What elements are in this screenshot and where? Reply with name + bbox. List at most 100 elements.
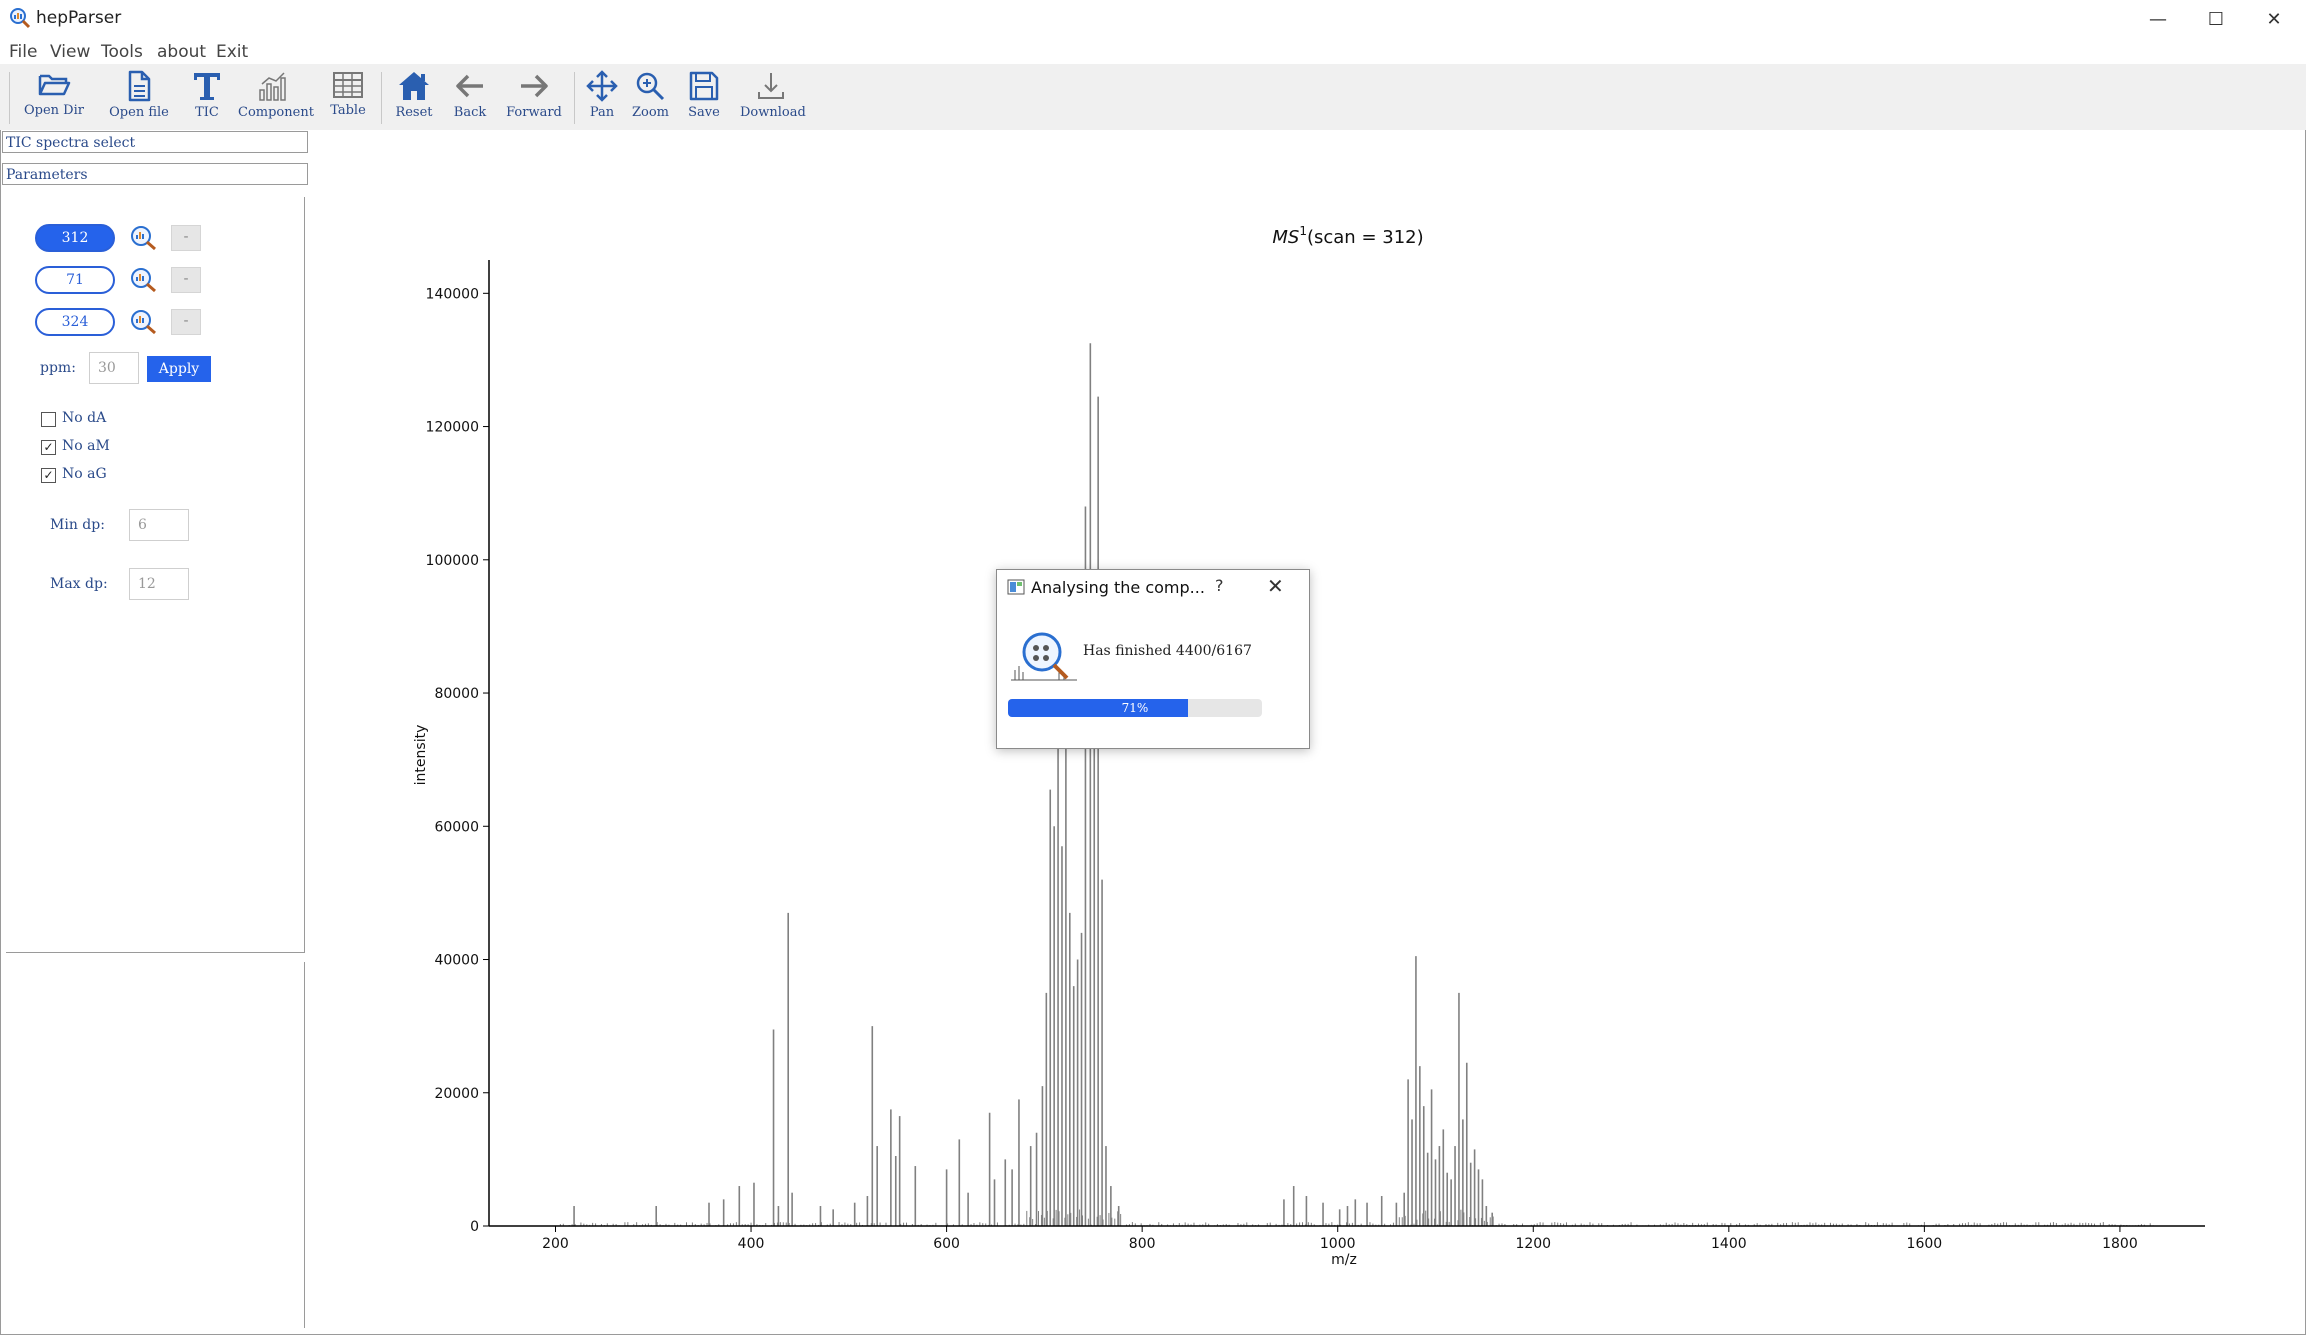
toolbar-separator: [381, 72, 382, 124]
toolbar-label: Back: [453, 105, 487, 120]
save-button[interactable]: Save: [686, 70, 722, 120]
toolbar-label: Save: [688, 105, 720, 120]
forward-button[interactable]: Forward: [506, 70, 562, 120]
table-icon: [333, 72, 363, 98]
x-tick-label: 1000: [1320, 1236, 1356, 1252]
noise-series: [559, 1209, 2157, 1226]
menu-bar: File View Tools about Exit: [0, 38, 2306, 66]
scan-remove-button[interactable]: -: [171, 225, 201, 251]
download-icon: [758, 73, 784, 99]
menu-exit[interactable]: Exit: [216, 42, 249, 62]
zoom-button[interactable]: Zoom: [632, 70, 669, 120]
minimize-button[interactable]: —: [2149, 8, 2167, 30]
toolbar-label: Download: [740, 105, 806, 120]
toolbar-label: Table: [330, 103, 366, 118]
parameters-panel: [6, 197, 305, 953]
toolbar-label: Component: [238, 105, 314, 120]
x-tick-label: 1600: [1907, 1236, 1943, 1252]
menu-about[interactable]: about: [157, 42, 207, 62]
x-tick-label: 1800: [2102, 1236, 2138, 1252]
no-ag-label: No aG: [62, 466, 107, 482]
toolbar-label: Open Dir: [24, 103, 84, 118]
chart-title-sup: 1: [1299, 224, 1307, 238]
ppm-input[interactable]: 30: [89, 352, 139, 384]
min-dp-label: Min dp:: [50, 517, 105, 533]
x-ticks: 200 400 600 800 1000 1200 1400 1600 1800: [542, 1226, 2138, 1252]
x-axis-label: m/z: [1331, 1252, 1357, 1268]
menu-tools[interactable]: Tools: [101, 42, 143, 62]
no-da-checkbox[interactable]: [41, 412, 56, 427]
apply-button[interactable]: Apply: [147, 356, 211, 382]
x-tick-label: 800: [1129, 1236, 1156, 1252]
toolbar-label: Forward: [506, 105, 562, 120]
parameters-section[interactable]: Parameters: [2, 163, 308, 185]
pan-button[interactable]: Pan: [585, 70, 619, 120]
download-button[interactable]: Download: [740, 70, 806, 120]
toolbar-label: Reset: [395, 105, 433, 120]
close-button[interactable]: ✕: [2266, 8, 2282, 30]
tic-button[interactable]: TIC: [190, 70, 224, 120]
open-dir-button[interactable]: Open Dir: [22, 70, 86, 118]
component-button[interactable]: Component: [238, 70, 314, 120]
save-icon: [689, 71, 719, 101]
tic-spectra-select[interactable]: TIC spectra select: [2, 131, 308, 153]
max-dp-label: Max dp:: [50, 576, 108, 592]
peak-series: [573, 343, 1493, 1226]
dialog-title: Analysing the comp...: [1031, 578, 1205, 597]
home-icon: [399, 72, 429, 100]
x-tick-label: 1200: [1515, 1236, 1551, 1252]
hepparser-logo-icon: [1011, 632, 1077, 681]
scan-search-icon[interactable]: [128, 308, 158, 336]
x-tick-label: 1400: [1711, 1236, 1747, 1252]
arrow-left-icon: [456, 74, 483, 98]
scan-button-71[interactable]: 71: [35, 266, 115, 294]
chart-title-base: MS: [1272, 227, 1299, 248]
y-tick-label: 0: [470, 1219, 479, 1235]
maximize-button[interactable]: ☐: [2207, 8, 2225, 30]
y-tick-label: 40000: [434, 953, 479, 969]
open-file-button[interactable]: Open file: [104, 70, 174, 120]
y-tick-label: 20000: [434, 1086, 479, 1102]
spectrum-chart[interactable]: MS1(scan = 312) 200 400 600 800 1000 1200 1400…: [400, 205, 2220, 1285]
move-icon: [586, 70, 618, 102]
chart-title: MS1(scan = 312): [1272, 224, 1423, 248]
scan-search-icon[interactable]: [128, 224, 158, 252]
app-logo-icon: [10, 8, 31, 29]
back-button[interactable]: Back: [451, 70, 489, 120]
dialog-help-button[interactable]: ?: [1215, 576, 1224, 595]
max-dp-input[interactable]: 12: [129, 568, 189, 600]
y-ticks: 0 20000 40000 60000 80000 100000 120000 140000: [426, 286, 489, 1235]
folder-open-icon: [38, 74, 71, 96]
scan-button-324[interactable]: 324: [35, 308, 115, 336]
table-button[interactable]: Table: [326, 70, 370, 118]
scan-button-312[interactable]: 312: [35, 224, 115, 252]
arrow-right-icon: [521, 74, 548, 98]
title-bar: hepParser — ☐ ✕: [0, 0, 2306, 38]
chart-title-rest: (scan = 312): [1307, 227, 1424, 248]
x-tick-label: 600: [933, 1236, 960, 1252]
menu-file[interactable]: File: [9, 42, 38, 62]
y-tick-label: 80000: [434, 686, 479, 702]
lower-panel: [6, 962, 305, 1328]
scan-remove-button[interactable]: -: [171, 309, 201, 335]
no-am-checkbox[interactable]: ✓: [41, 440, 56, 455]
progress-fill: [1008, 699, 1189, 717]
no-ag-checkbox[interactable]: ✓: [41, 468, 56, 483]
bar-chart-icon: [259, 72, 286, 101]
reset-button[interactable]: Reset: [393, 70, 435, 120]
text-t-icon: [194, 73, 220, 100]
scan-search-icon[interactable]: [128, 266, 158, 294]
dialog-close-button[interactable]: ✕: [1267, 574, 1284, 598]
toolbar-label: Open file: [109, 105, 169, 120]
min-dp-input[interactable]: 6: [129, 509, 189, 541]
menu-view[interactable]: View: [50, 42, 91, 62]
x-tick-label: 200: [542, 1236, 569, 1252]
progress-bar: 71%: [1008, 699, 1262, 717]
file-icon: [128, 70, 151, 102]
no-am-label: No aM: [62, 438, 110, 454]
no-da-label: No dA: [62, 410, 107, 426]
scan-remove-button[interactable]: -: [171, 267, 201, 293]
dialog-message: Has finished 4400/6167: [1083, 643, 1252, 659]
y-tick-label: 120000: [426, 420, 479, 436]
ppm-label: ppm:: [40, 360, 76, 376]
